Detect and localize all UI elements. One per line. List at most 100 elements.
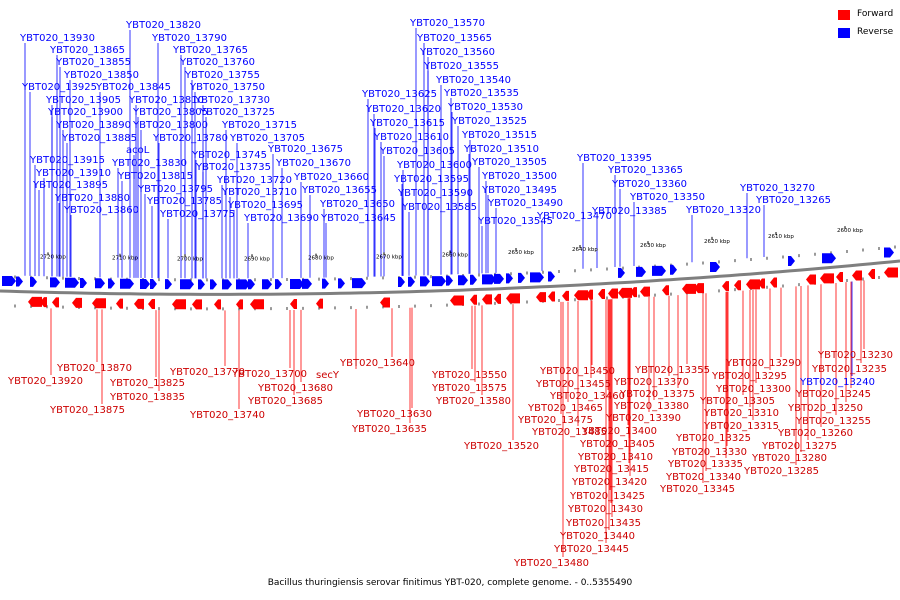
reverse-gene-label[interactable]: YBT020_13590: [397, 188, 473, 199]
reverse-gene-label[interactable]: YBT020_13385: [591, 206, 667, 217]
reverse-gene-label[interactable]: YBT020_13650: [319, 199, 395, 210]
reverse-gene-arrow[interactable]: [65, 277, 79, 288]
forward-gene-arrow[interactable]: [40, 297, 47, 308]
reverse-gene-label[interactable]: YBT020_13565: [416, 33, 492, 44]
forward-gene-label[interactable]: YBT020_13640: [339, 358, 415, 369]
reverse-gene-label[interactable]: YBT020_13735: [195, 162, 271, 173]
reverse-gene-arrow[interactable]: [494, 273, 504, 284]
forward-gene-label[interactable]: YBT020_13485: [531, 427, 607, 438]
reverse-gene-arrow[interactable]: [30, 276, 37, 287]
reverse-gene-label[interactable]: YBT020_13895: [32, 180, 108, 191]
forward-gene-label[interactable]: secY: [316, 370, 340, 381]
forward-gene-label[interactable]: YBT020_13685: [247, 396, 323, 407]
reverse-gene-label[interactable]: YBT020_13530: [447, 102, 523, 113]
forward-gene-label[interactable]: YBT020_13325: [675, 433, 751, 444]
forward-gene-arrow[interactable]: [618, 287, 632, 298]
forward-gene-arrow[interactable]: [172, 299, 186, 310]
forward-gene-arrow[interactable]: [630, 287, 637, 298]
forward-gene-label[interactable]: YBT020_13460: [549, 391, 625, 402]
forward-gene-label[interactable]: YBT020_13425: [569, 491, 645, 502]
reverse-gene-arrow[interactable]: [108, 278, 115, 289]
reverse-gene-label[interactable]: YBT020_13790: [151, 33, 227, 44]
forward-gene-arrow[interactable]: [52, 297, 59, 308]
forward-gene-label[interactable]: YBT020_13455: [535, 379, 611, 390]
reverse-gene-label[interactable]: YBT020_13320: [685, 205, 761, 216]
reverse-gene-label[interactable]: YBT020_13490: [487, 198, 563, 209]
reverse-gene-arrow[interactable]: [710, 261, 720, 272]
forward-gene-arrow[interactable]: [380, 297, 390, 308]
reverse-gene-label[interactable]: YBT020_13515: [461, 130, 537, 141]
forward-gene-label[interactable]: YBT020_13400: [581, 426, 657, 437]
forward-gene-arrow[interactable]: [192, 299, 202, 310]
forward-gene-label[interactable]: YBT020_13875: [49, 405, 125, 416]
reverse-gene-label[interactable]: YBT020_13760: [179, 57, 255, 68]
reverse-gene-label[interactable]: YBT020_13765: [172, 45, 248, 56]
reverse-gene-arrow[interactable]: [788, 256, 795, 267]
reverse-gene-label[interactable]: YBT020_13850: [63, 70, 139, 81]
reverse-gene-label[interactable]: YBT020_13820: [125, 20, 201, 31]
forward-gene-arrow[interactable]: [290, 299, 297, 310]
forward-gene-label[interactable]: YBT020_13465: [527, 403, 603, 414]
forward-gene-label[interactable]: YBT020_13260: [777, 428, 853, 439]
forward-gene-arrow[interactable]: [148, 299, 155, 310]
reverse-gene-label[interactable]: YBT020_13930: [19, 33, 95, 44]
forward-gene-label[interactable]: YBT020_13245: [795, 389, 871, 400]
reverse-gene-label[interactable]: YBT020_13350: [629, 192, 705, 203]
reverse-gene-label[interactable]: YBT020_13860: [63, 205, 139, 216]
forward-gene-label[interactable]: YBT020_13770: [169, 367, 245, 378]
reverse-gene-label[interactable]: YBT020_13495: [481, 185, 557, 196]
reverse-gene-arrow[interactable]: [95, 278, 105, 289]
forward-gene-arrow[interactable]: [694, 283, 704, 294]
forward-gene-arrow[interactable]: [574, 290, 588, 301]
reverse-gene-label[interactable]: YBT020_13805: [132, 107, 208, 118]
reverse-gene-label[interactable]: YBT020_13360: [611, 179, 687, 190]
forward-gene-label[interactable]: YBT020_13305: [699, 396, 775, 407]
reverse-gene-arrow[interactable]: [210, 279, 217, 290]
reverse-gene-arrow[interactable]: [636, 266, 646, 277]
reverse-gene-label[interactable]: YBT020_13655: [301, 185, 377, 196]
reverse-gene-label[interactable]: YBT020_13270: [739, 183, 815, 194]
forward-gene-label[interactable]: YBT020_13255: [795, 416, 871, 427]
reverse-gene-arrow[interactable]: [652, 265, 666, 276]
reverse-gene-arrow[interactable]: [420, 276, 430, 287]
forward-gene-label[interactable]: YBT020_13680: [257, 383, 333, 394]
forward-gene-label[interactable]: YBT020_13410: [577, 452, 653, 463]
forward-gene-arrow[interactable]: [548, 291, 555, 302]
forward-gene-arrow[interactable]: [746, 279, 760, 290]
reverse-gene-label[interactable]: YBT020_13755: [184, 70, 260, 81]
reverse-gene-label[interactable]: YBT020_13675: [267, 144, 343, 155]
reverse-gene-arrow[interactable]: [446, 275, 453, 286]
forward-gene-arrow[interactable]: [92, 298, 106, 309]
forward-gene-label[interactable]: YBT020_13295: [711, 371, 787, 382]
reverse-gene-arrow[interactable]: [470, 274, 477, 285]
forward-gene-label[interactable]: YBT020_13475: [517, 415, 593, 426]
reverse-gene-label[interactable]: YBT020_13855: [55, 57, 131, 68]
reverse-gene-arrow[interactable]: [506, 273, 513, 284]
forward-gene-label[interactable]: YBT020_13370: [613, 377, 689, 388]
forward-gene-label[interactable]: YBT020_13235: [811, 364, 887, 375]
forward-gene-arrow[interactable]: [116, 298, 123, 309]
forward-gene-arrow[interactable]: [852, 270, 862, 281]
forward-gene-label[interactable]: YBT020_13740: [189, 410, 265, 421]
reverse-gene-arrow[interactable]: [548, 271, 555, 282]
reverse-gene-label[interactable]: YBT020_13540: [435, 75, 511, 86]
reverse-gene-label[interactable]: YBT020_13690: [243, 213, 319, 224]
reverse-gene-label[interactable]: YBT020_13905: [45, 95, 121, 106]
reverse-gene-label[interactable]: YBT020_13715: [221, 120, 297, 131]
forward-gene-label[interactable]: YBT020_13550: [431, 370, 507, 381]
reverse-gene-label[interactable]: YBT020_13625: [361, 89, 437, 100]
forward-gene-arrow[interactable]: [836, 271, 843, 282]
forward-gene-label[interactable]: YBT020_13445: [553, 544, 629, 555]
reverse-gene-arrow[interactable]: [432, 276, 446, 287]
reverse-gene-arrow[interactable]: [180, 279, 194, 290]
reverse-gene-arrow[interactable]: [120, 278, 134, 289]
reverse-gene-label[interactable]: acoL: [126, 145, 150, 156]
forward-gene-label[interactable]: YBT020_13575: [431, 383, 507, 394]
reverse-gene-arrow[interactable]: [398, 277, 405, 288]
reverse-gene-arrow[interactable]: [822, 253, 836, 264]
forward-gene-label[interactable]: YBT020_13330: [671, 447, 747, 458]
reverse-gene-arrow[interactable]: [16, 276, 23, 287]
forward-gene-label[interactable]: YBT020_13390: [605, 413, 681, 424]
reverse-gene-label[interactable]: YBT020_13785: [146, 196, 222, 207]
reverse-gene-label[interactable]: YBT020_13570: [409, 18, 485, 29]
